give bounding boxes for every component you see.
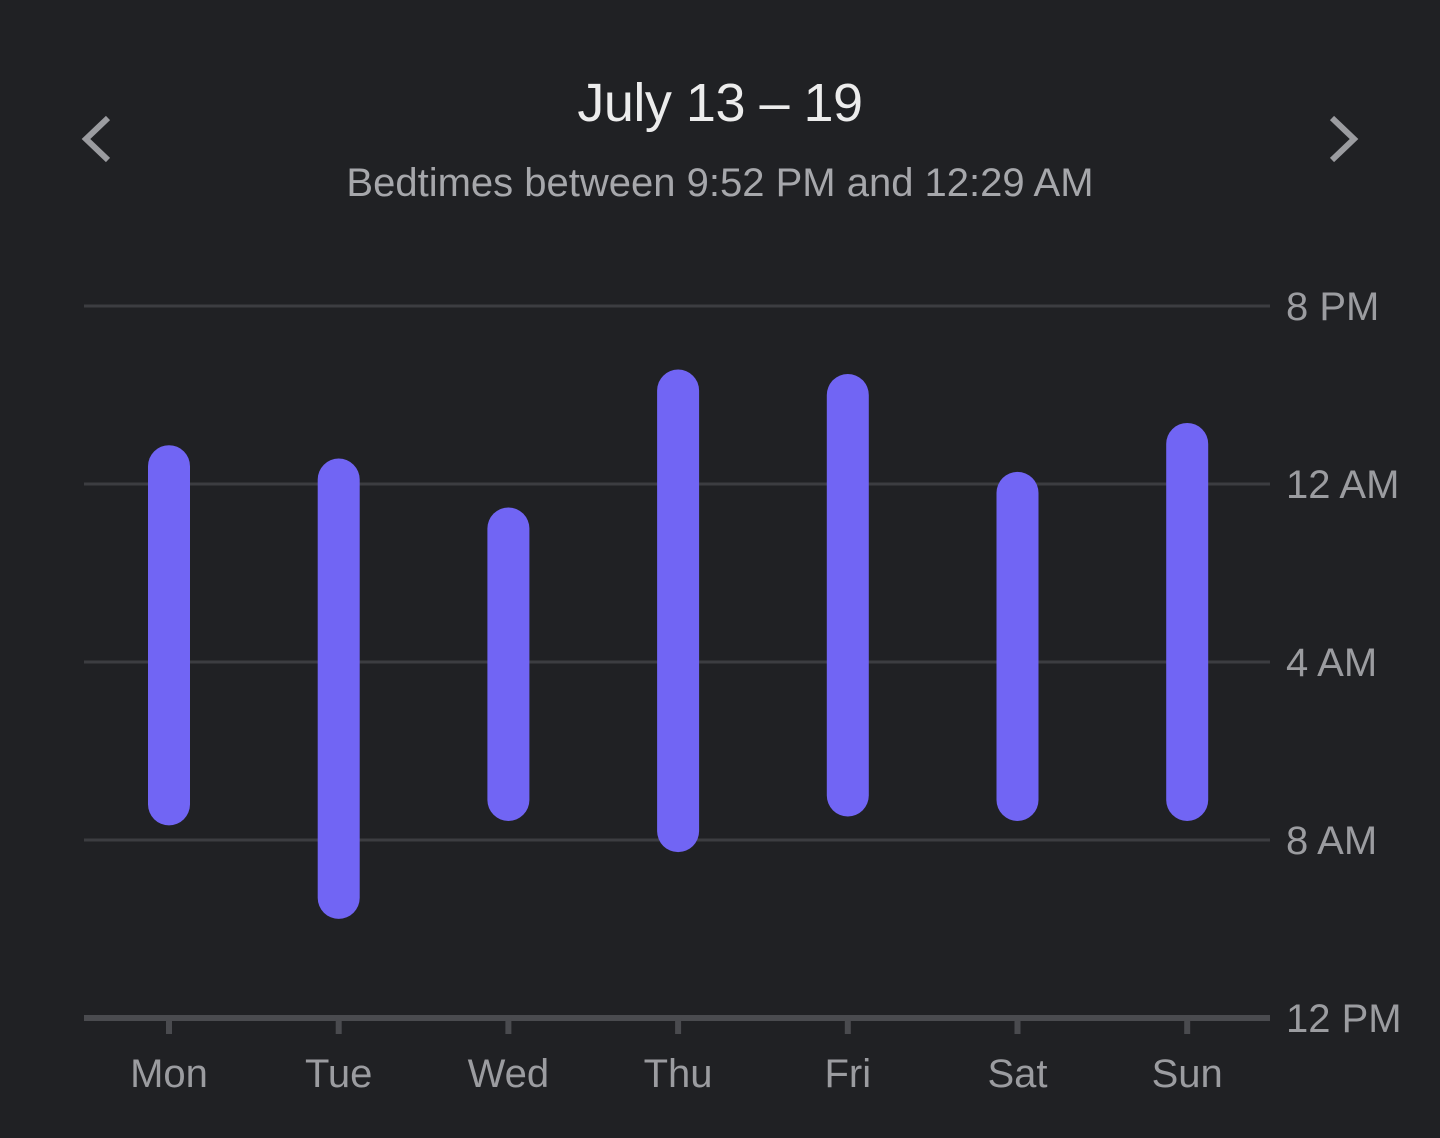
y-axis-label: 8 PM — [1286, 285, 1379, 329]
x-axis-ticks — [166, 1018, 1191, 1034]
x-axis-label: Sat — [987, 1052, 1047, 1096]
y-axis-label: 12 PM — [1286, 997, 1402, 1041]
chart-subtitle: Bedtimes between 9:52 PM and 12:29 AM — [346, 161, 1094, 205]
x-axis-label: Mon — [130, 1052, 208, 1096]
sleep-bar-mon[interactable] — [148, 445, 190, 826]
sleep-bar-thu[interactable] — [657, 369, 700, 853]
y-axis-label: 4 AM — [1286, 641, 1377, 685]
sleep-bars — [148, 369, 1209, 919]
sleep-bar-tue[interactable] — [317, 458, 360, 919]
sleep-bar-sat[interactable] — [996, 471, 1039, 821]
next-week-button[interactable] — [1308, 104, 1378, 174]
chevron-right-icon — [1329, 115, 1359, 163]
sleep-bar-wed[interactable] — [487, 507, 530, 821]
previous-week-button[interactable] — [62, 104, 132, 174]
y-axis-label: 8 AM — [1286, 819, 1377, 863]
x-axis-label: Tue — [305, 1052, 372, 1096]
x-axis-labels: Mon Tue Wed Thu Fri Sat Sun — [130, 1052, 1223, 1096]
x-axis-label: Thu — [644, 1052, 713, 1096]
x-axis-label: Wed — [468, 1052, 550, 1096]
chart-title: July 13 – 19 — [577, 73, 863, 133]
y-axis-labels: 8 PM 12 AM 4 AM 8 AM 12 PM — [1286, 285, 1402, 1041]
chart-header: July 13 – 19 Bedtimes between 9:52 PM an… — [0, 0, 1440, 230]
sleep-bar-fri[interactable] — [826, 374, 869, 817]
x-axis-label: Fri — [824, 1052, 871, 1096]
y-axis-label: 12 AM — [1286, 463, 1399, 507]
chevron-left-icon — [81, 115, 111, 163]
x-axis-label: Sun — [1152, 1052, 1223, 1096]
sleep-bar-sun[interactable] — [1166, 422, 1209, 821]
